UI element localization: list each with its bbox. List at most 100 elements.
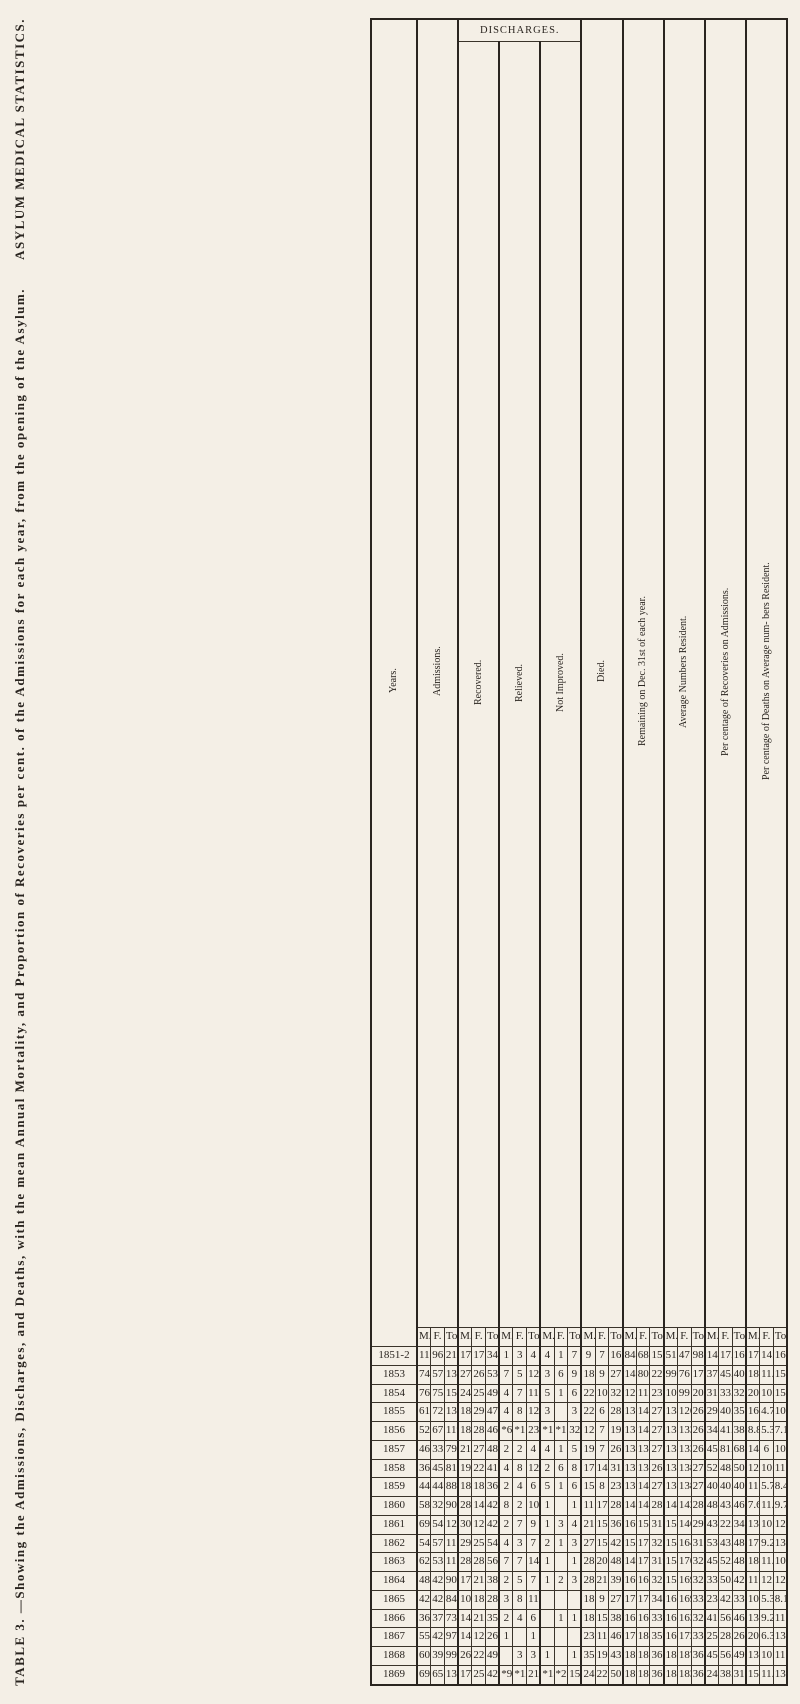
cell-value: 271	[650, 1440, 664, 1459]
cell-value: 8	[595, 1478, 609, 1497]
cell-value: *17	[513, 1422, 527, 1441]
table-subtitle: —Showing the Admissions, Discharges, and…	[12, 288, 27, 1613]
cell-value: 43.7	[718, 1497, 732, 1516]
cell-value: 90	[444, 1572, 458, 1591]
cell-value: 1	[568, 1647, 582, 1666]
cell-value: 22	[472, 1459, 486, 1478]
cell-value: 76	[677, 1365, 691, 1384]
cell-value: 167	[636, 1609, 650, 1628]
table-row: 1851-21169621217173413441797168468152514…	[371, 1347, 787, 1366]
cell-value: 10	[595, 1384, 609, 1403]
cell-value: 35.3	[732, 1403, 746, 1422]
cell-value: 4	[527, 1440, 541, 1459]
cell-value: 42.8	[718, 1590, 732, 1609]
cell-value: 135	[623, 1422, 637, 1441]
cell-value: 146	[677, 1515, 691, 1534]
cell-value: 153	[664, 1515, 678, 1534]
cell-value: 14.8	[760, 1347, 774, 1366]
cell-value: 166	[664, 1609, 678, 1628]
cell-value: 7.6	[746, 1497, 760, 1516]
cell-value: 33.1	[705, 1572, 719, 1591]
cell-value: 6	[527, 1478, 541, 1497]
col-mft: Tot.	[773, 1328, 787, 1347]
cell-value: 6	[595, 1403, 609, 1422]
table-head: Years.Admissions.DISCHARGES.Died.Remaini…	[371, 19, 787, 1347]
cell-value: 84	[444, 1590, 458, 1609]
cell-value: 131	[623, 1459, 637, 1478]
cell-value: 362	[650, 1647, 664, 1666]
cell-value: 54	[417, 1534, 431, 1553]
cell-value: 6	[554, 1365, 568, 1384]
cell-value: 138	[677, 1478, 691, 1497]
cell-value: 368	[650, 1665, 664, 1684]
col-group: Not Improved.	[540, 42, 581, 1328]
cell-value: 19	[458, 1459, 472, 1478]
cell-value: 134	[664, 1403, 678, 1422]
cell-value: 260	[691, 1403, 705, 1422]
cell-value: 10.1	[760, 1459, 774, 1478]
cell-value: 318	[691, 1534, 705, 1553]
cell-value: 23	[527, 1422, 541, 1441]
cell-value: 2	[513, 1497, 527, 1516]
cell-value: 61	[417, 1403, 431, 1422]
cell-value: 5	[513, 1572, 527, 1591]
col-mft: F.	[595, 1328, 609, 1347]
cell-value: 79	[444, 1440, 458, 1459]
cell-value: 19	[595, 1647, 609, 1666]
cell-value: 39	[431, 1647, 445, 1666]
cell-value: 40.9	[718, 1478, 732, 1497]
cell-value	[554, 1647, 568, 1666]
cell-year: 1860	[371, 1497, 417, 1516]
cell-value: 4.7	[760, 1403, 774, 1422]
cell-value: 40.2	[718, 1403, 732, 1422]
cell-value: 1	[554, 1440, 568, 1459]
cell-value: 34	[486, 1347, 500, 1366]
cell-value: *13	[540, 1665, 554, 1684]
cell-value: 212	[444, 1347, 458, 1366]
cell-value: 12	[773, 1572, 787, 1591]
table-row: 1866363773142135246111815381681673351661…	[371, 1609, 787, 1628]
cell-value: 1	[554, 1347, 568, 1366]
cell-value: 122	[623, 1384, 637, 1403]
cell-value: 46	[609, 1628, 623, 1647]
col-years: Years.	[371, 19, 417, 1347]
cell-value: 324	[691, 1553, 705, 1572]
cell-value: 9	[595, 1365, 609, 1384]
cell-value: 32	[568, 1422, 582, 1441]
cell-value: 136	[623, 1478, 637, 1497]
title-table: TABLE 3. —Showing the Admissions, Discha…	[12, 288, 364, 1686]
table-row: 1853745713127265375123691892714380223997…	[371, 1365, 787, 1384]
cell-value: 7	[527, 1534, 541, 1553]
cell-value: 37.8	[705, 1365, 719, 1384]
cell-value: 14	[458, 1628, 472, 1647]
cell-value: 1	[554, 1534, 568, 1553]
cell-value: 4	[540, 1347, 554, 1366]
table-row: 1861695412330124227913421153616115731815…	[371, 1515, 787, 1534]
cell-value: 84	[623, 1347, 637, 1366]
cell-value: 45.6	[705, 1440, 719, 1459]
cell-value: 10.7	[773, 1403, 787, 1422]
cell-year: 1858	[371, 1459, 417, 1478]
cell-value: 13.2	[773, 1534, 787, 1553]
cell-value: 40.9	[732, 1478, 746, 1497]
cell-value: 28	[581, 1553, 595, 1572]
cell-value: 10.1	[760, 1384, 774, 1403]
cell-value: 21	[472, 1572, 486, 1591]
cell-value: 48.2	[705, 1497, 719, 1516]
cell-value: 3	[540, 1365, 554, 1384]
cell-value: 10	[458, 1590, 472, 1609]
cell-value: 49	[486, 1384, 500, 1403]
cell-value: 18	[458, 1403, 472, 1422]
cell-value: 183	[623, 1665, 637, 1684]
cell-value: 169	[677, 1572, 691, 1591]
cell-value: 187	[677, 1647, 691, 1666]
cell-value: 12.4	[760, 1572, 774, 1591]
cell-value: 50	[609, 1665, 623, 1684]
cell-value: 12	[472, 1515, 486, 1534]
table-row: 1855617213318294748123322628135142277134…	[371, 1403, 787, 1422]
page-root: ASYLUM MEDICAL STATISTICS. TABLE 3. —Sho…	[12, 18, 788, 1686]
cell-value: 21	[581, 1515, 595, 1534]
cell-value: 1	[499, 1347, 513, 1366]
cell-value: 46.8	[732, 1609, 746, 1628]
cell-value: 4	[568, 1515, 582, 1534]
